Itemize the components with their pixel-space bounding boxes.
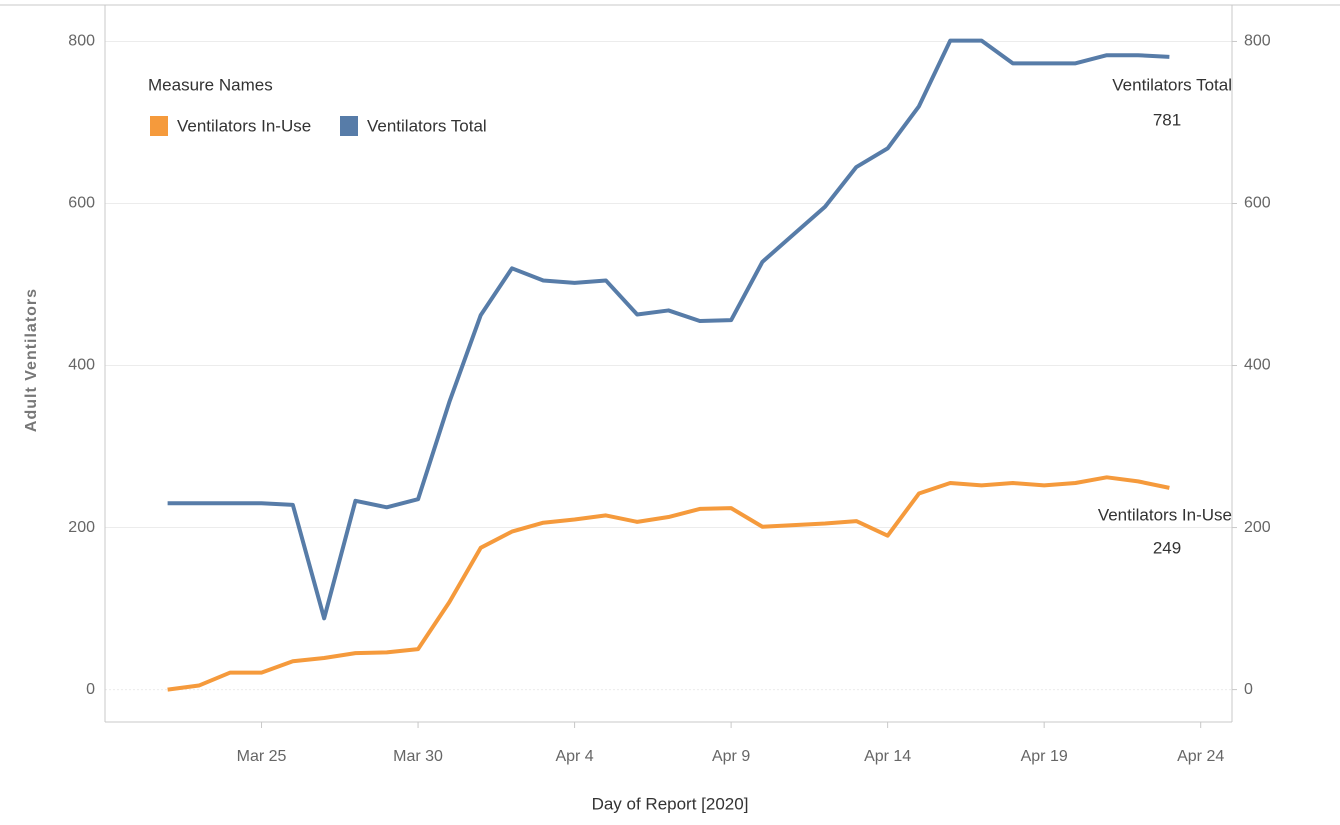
legend-label: Ventilators In-Use: [177, 116, 311, 135]
x-tick-label: Apr 19: [1021, 748, 1068, 765]
x-tick-label: Apr 9: [712, 748, 750, 765]
y2-tick-label: 0: [1244, 681, 1253, 698]
x-tick-label: Mar 30: [393, 748, 443, 765]
series-line: [167, 475, 1170, 692]
x-tick-label: Apr 14: [864, 748, 911, 765]
x-tick-label: Mar 25: [237, 748, 287, 765]
y-tick-label: 800: [68, 33, 95, 50]
y2-tick-label: 800: [1244, 33, 1271, 50]
x-axis-title: Day of Report [2020]: [592, 794, 749, 813]
series-line: [167, 38, 1170, 621]
y2-tick-label: 600: [1244, 195, 1271, 212]
end-label-name: Ventilators Total: [1112, 75, 1232, 94]
end-label-name: Ventilators In-Use: [1098, 505, 1232, 524]
end-label-value: 249: [1153, 538, 1181, 557]
y2-tick-label: 200: [1244, 519, 1271, 536]
legend-swatch: [150, 116, 168, 136]
end-label-value: 781: [1153, 110, 1181, 129]
y-axis-title: Adult Ventilators: [23, 288, 40, 432]
legend-title: Measure Names: [148, 75, 273, 94]
y-tick-label: 0: [86, 681, 95, 698]
y-tick-label: 400: [68, 357, 95, 374]
y-tick-label: 600: [68, 195, 95, 212]
x-tick-label: Apr 4: [555, 748, 593, 765]
x-tick-label: Apr 24: [1177, 748, 1224, 765]
legend-label: Ventilators Total: [367, 116, 487, 135]
y2-tick-label: 400: [1244, 357, 1271, 374]
legend-swatch: [340, 116, 358, 136]
y-tick-label: 200: [68, 519, 95, 536]
